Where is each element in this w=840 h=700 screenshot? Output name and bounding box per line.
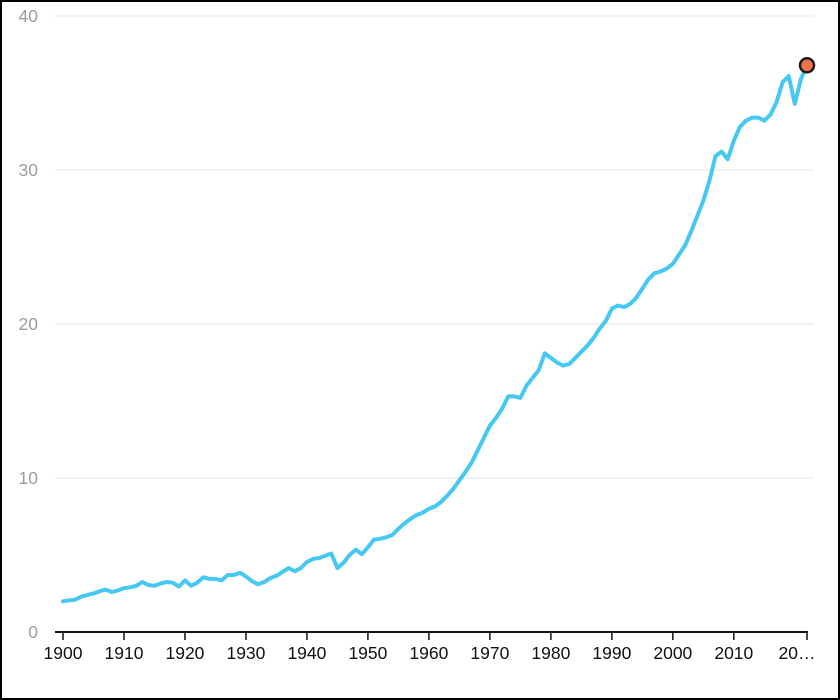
y-tick-label-30: 30 bbox=[19, 160, 39, 180]
x-tick-label-1930: 1930 bbox=[226, 643, 265, 663]
x-tick-label-1920: 1920 bbox=[165, 643, 204, 663]
x-tick-label-1950: 1950 bbox=[348, 643, 387, 663]
x-tick-label-1970: 1970 bbox=[470, 643, 509, 663]
y-tick-label-10: 10 bbox=[19, 468, 39, 488]
y-tick-label-40: 40 bbox=[19, 6, 39, 26]
x-tick-label-1910: 1910 bbox=[105, 643, 144, 663]
data-line-series-1 bbox=[61, 63, 809, 604]
x-tick-label-2022: 20… bbox=[779, 643, 816, 663]
x-tick-label-1900: 1900 bbox=[44, 643, 83, 663]
x-tick-label-1990: 1990 bbox=[592, 643, 631, 663]
x-tick-label-1980: 1980 bbox=[531, 643, 570, 663]
endpoint-marker bbox=[798, 57, 816, 74]
x-tick-label-1940: 1940 bbox=[287, 643, 326, 663]
x-tick-label-1960: 1960 bbox=[409, 643, 448, 663]
y-tick-label-20: 20 bbox=[19, 314, 39, 334]
x-tick-label-2010: 2010 bbox=[714, 643, 753, 663]
x-tick-label-2000: 2000 bbox=[653, 643, 692, 663]
y-tick-label-0: 0 bbox=[28, 622, 38, 642]
